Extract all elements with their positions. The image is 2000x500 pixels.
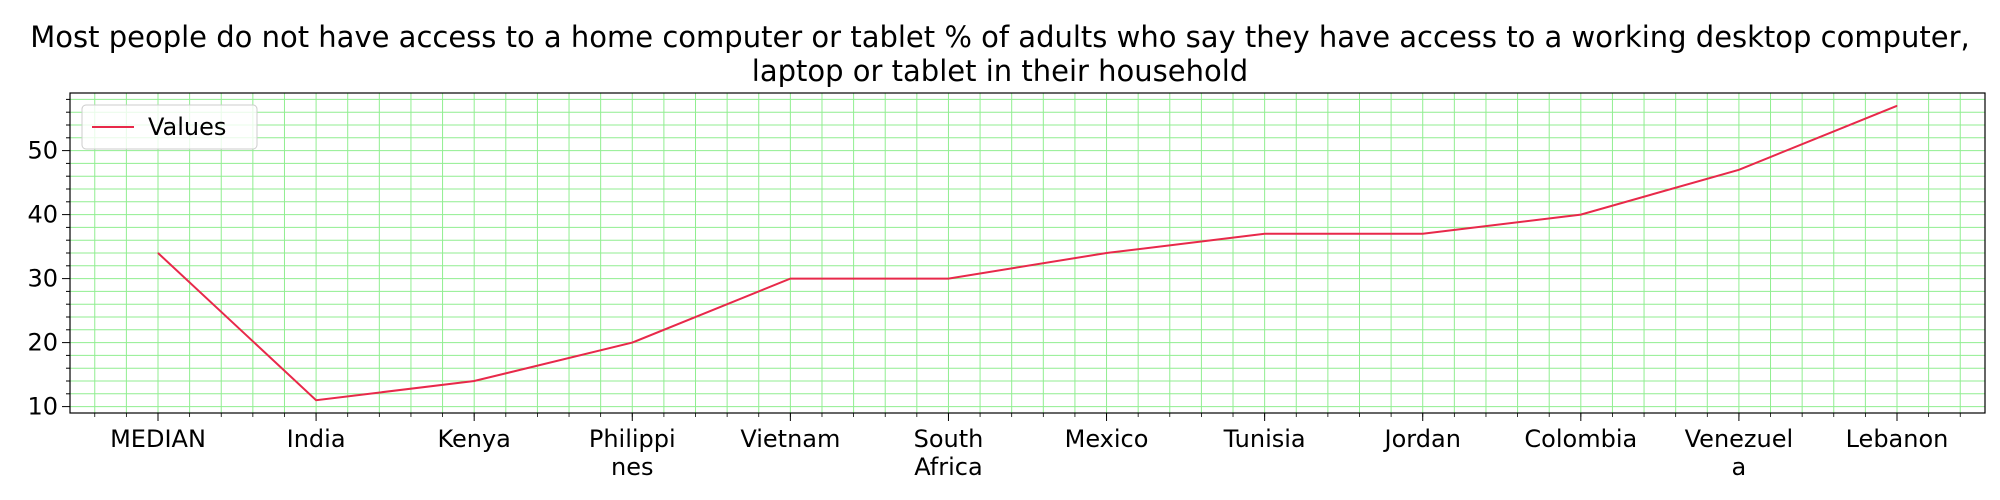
grid (70, 93, 1985, 413)
data-point (157, 252, 159, 254)
series (157, 104, 1898, 402)
data-point (947, 278, 949, 280)
x-tick-label: Jordan (1383, 425, 1461, 453)
data-point (473, 380, 475, 382)
data-point (631, 342, 633, 344)
legend: Values (81, 104, 258, 150)
x-tick-label: Lebanon (1846, 425, 1949, 453)
data-point (1422, 233, 1424, 235)
data-point (1106, 252, 1108, 254)
legend-box (81, 104, 258, 150)
data-point (1580, 214, 1582, 216)
data-point (789, 278, 791, 280)
series-line (157, 104, 1898, 402)
legend-label: Values (148, 113, 226, 141)
x-tick-label: Vietnam (740, 425, 840, 453)
y-tick-label: 30 (27, 265, 58, 293)
axes: 10 20 30 40 50 MEDIAN India Kenya Philippi nes Vie… (27, 92, 1986, 481)
x-tick-label: MEDIAN (110, 425, 206, 453)
x-tick-label: Mexico (1065, 425, 1149, 453)
x-tick-label: India (287, 425, 346, 453)
data-point (1264, 233, 1266, 235)
data-point (1896, 105, 1898, 107)
y-tick-label: 10 (27, 393, 58, 421)
x-tick-label: South Africa (914, 425, 984, 481)
x-tick-label: Venezuel a (1685, 425, 1794, 481)
chart-title: Most people do not have access to a home… (30, 20, 1970, 88)
x-tick-label: Philippi nes (589, 425, 676, 481)
y-tick-label: 50 (27, 137, 58, 165)
y-tick-label: 40 (27, 201, 58, 229)
x-tick-label: Tunisia (1223, 425, 1306, 453)
data-point (315, 399, 317, 401)
x-tick-label: Kenya (437, 425, 510, 453)
x-tick-label: Colombia (1524, 425, 1637, 453)
y-tick-label: 20 (27, 329, 58, 357)
data-point (1738, 169, 1740, 171)
